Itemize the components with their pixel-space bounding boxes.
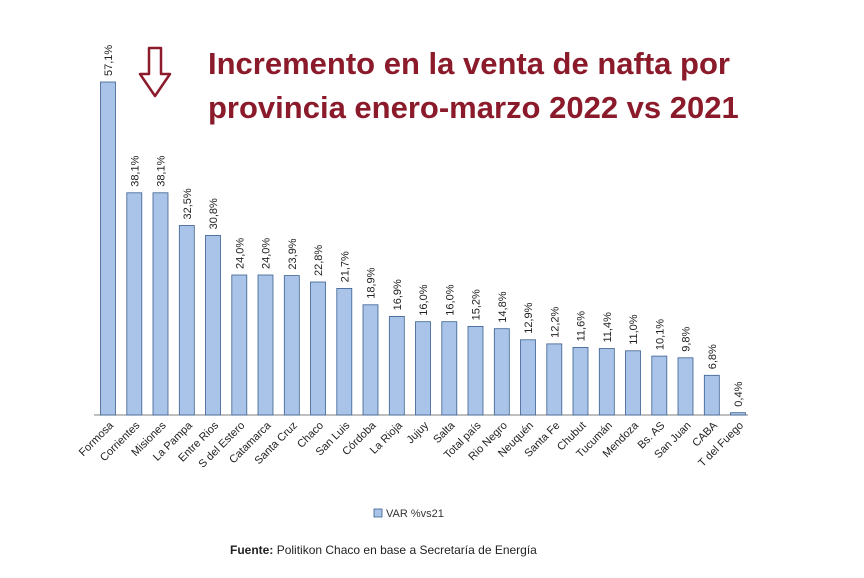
bar-5 (205, 234, 221, 416)
data-label-23: 9,8% (681, 327, 693, 352)
data-label-20: 11,4% (602, 312, 614, 343)
data-label-12: 16,9% (392, 279, 404, 310)
data-label-22: 10,1% (654, 319, 666, 350)
bar-16 (493, 328, 510, 416)
bar-3 (152, 192, 169, 416)
bar-12 (388, 315, 405, 416)
data-label-1: 57,1% (103, 45, 115, 76)
arrow-down-icon (138, 46, 172, 98)
bar-22 (651, 355, 668, 416)
bar-10 (336, 287, 353, 416)
data-label-10: 21,7% (339, 251, 351, 282)
source-label: Fuente: (230, 543, 274, 557)
bar-24 (703, 374, 720, 416)
data-label-9: 22,8% (313, 245, 325, 276)
data-label-15: 15,2% (471, 289, 483, 320)
bar-18 (546, 343, 563, 416)
data-label-5: 30,8% (208, 198, 220, 229)
legend: VAR %vs21 (373, 508, 444, 520)
data-label-25: 0,4% (733, 381, 745, 406)
bar-19 (572, 346, 589, 416)
legend-swatch (373, 508, 383, 518)
bar-7 (257, 274, 274, 416)
data-label-13: 16,0% (418, 284, 430, 315)
data-label-2: 38,1% (129, 155, 141, 186)
chart-title: Incremento en la venta de nafta por prov… (208, 46, 739, 125)
bar-13 (415, 321, 431, 416)
bar-23 (677, 357, 694, 416)
data-label-7: 24,0% (261, 238, 273, 269)
data-label-16: 14,8% (497, 291, 509, 322)
bar-17 (520, 339, 536, 416)
bar-20 (598, 348, 615, 416)
bar-21 (625, 350, 641, 416)
data-label-14: 16,0% (444, 284, 456, 315)
data-label-21: 11,0% (628, 314, 640, 345)
data-label-6: 24,0% (234, 238, 246, 269)
bar-1 (100, 81, 116, 416)
bar-8 (283, 275, 300, 416)
data-label-3: 38,1% (156, 155, 168, 186)
bar-14 (441, 321, 458, 416)
bar-15 (467, 325, 484, 416)
legend-label: VAR %vs21 (386, 508, 444, 520)
bar-9 (310, 281, 326, 416)
bar-11 (362, 304, 379, 416)
bar-4 (178, 225, 195, 416)
bar-6 (231, 274, 248, 416)
data-label-17: 12,9% (523, 302, 535, 333)
data-label-24: 6,8% (707, 344, 719, 369)
data-label-4: 32,5% (182, 188, 194, 219)
source-text: Politikon Chaco en base a Secretaría de … (276, 543, 537, 557)
bar-25 (730, 412, 746, 416)
source-note: Fuente: Politikon Chaco en base a Secret… (230, 543, 537, 557)
category-label-13: Jujuy (404, 419, 431, 446)
data-label-11: 18,9% (366, 267, 378, 298)
data-label-8: 23,9% (287, 238, 299, 269)
data-label-19: 11,6% (576, 311, 588, 342)
bar-2 (126, 192, 143, 416)
data-label-18: 12,2% (549, 306, 561, 337)
